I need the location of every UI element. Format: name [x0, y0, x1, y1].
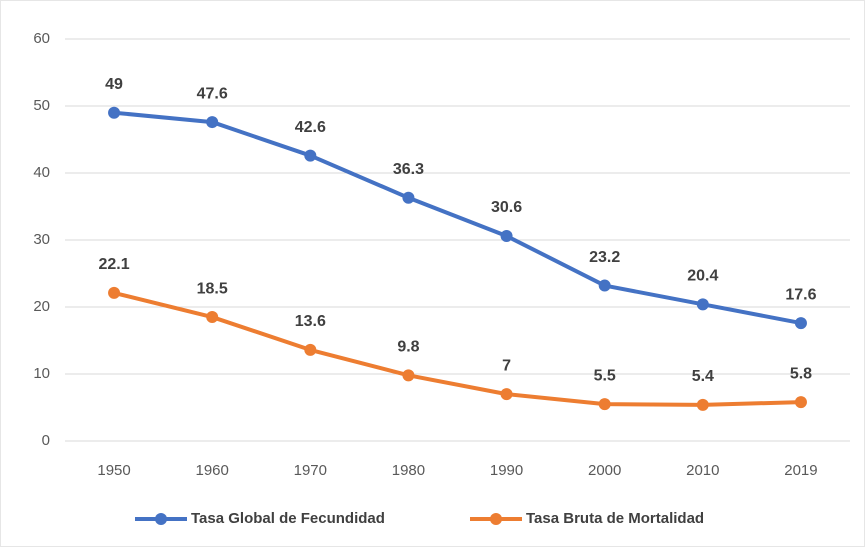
x-tick-label: 2000: [588, 462, 621, 479]
data-point: [108, 286, 121, 299]
data-point: [402, 369, 415, 382]
data-point: [794, 317, 807, 330]
data-label: 30.6: [491, 199, 522, 216]
data-point: [598, 398, 611, 411]
data-point: [304, 343, 317, 356]
legend-marker: [490, 513, 502, 525]
data-label: 13.6: [295, 313, 326, 330]
data-point: [500, 388, 513, 401]
series-line: [113, 290, 801, 407]
data-label: 17.6: [785, 286, 816, 303]
legend-marker: [155, 513, 167, 525]
data-point: [500, 229, 513, 242]
x-tick-label: 1960: [196, 462, 229, 479]
x-tick-label: 1970: [294, 462, 327, 479]
y-tick-label: 20: [33, 298, 50, 315]
data-label: 22.1: [98, 256, 129, 273]
y-tick-label: 60: [33, 30, 50, 47]
x-tick-label: 2019: [784, 462, 817, 479]
data-label: 42.6: [295, 119, 326, 136]
data-label: 47.6: [197, 85, 228, 102]
data-point: [696, 298, 709, 311]
data-point: [794, 396, 807, 409]
data-point: [696, 398, 709, 411]
data-label: 18.5: [197, 280, 228, 297]
data-point: [402, 191, 415, 204]
x-tick-label: 2010: [686, 462, 719, 479]
x-tick-label: 1990: [490, 462, 523, 479]
legend-label: Tasa Bruta de Mortalidad: [526, 510, 704, 527]
x-tick-label: 1980: [392, 462, 425, 479]
y-tick-label: 0: [42, 432, 50, 449]
data-point: [598, 279, 611, 292]
data-label: 20.4: [687, 268, 718, 285]
data-label: 5.5: [594, 367, 616, 384]
x-tick-label: 1950: [97, 462, 130, 479]
y-tick-label: 40: [33, 164, 50, 181]
data-label: 5.8: [790, 365, 812, 382]
data-point: [206, 116, 219, 129]
data-point: [304, 149, 317, 162]
y-tick-label: 10: [33, 365, 50, 382]
data-label: 5.4: [692, 368, 714, 385]
y-tick-label: 30: [33, 231, 50, 248]
data-label: 7: [502, 357, 511, 374]
data-label: 9.8: [397, 339, 419, 356]
data-point: [108, 106, 121, 119]
data-label: 49: [105, 76, 123, 93]
data-point: [206, 311, 219, 324]
legend-label: Tasa Global de Fecundidad: [191, 510, 385, 527]
data-label: 36.3: [393, 161, 424, 178]
data-label: 23.2: [589, 249, 620, 266]
series-line: [113, 110, 802, 326]
y-tick-label: 50: [33, 97, 50, 114]
